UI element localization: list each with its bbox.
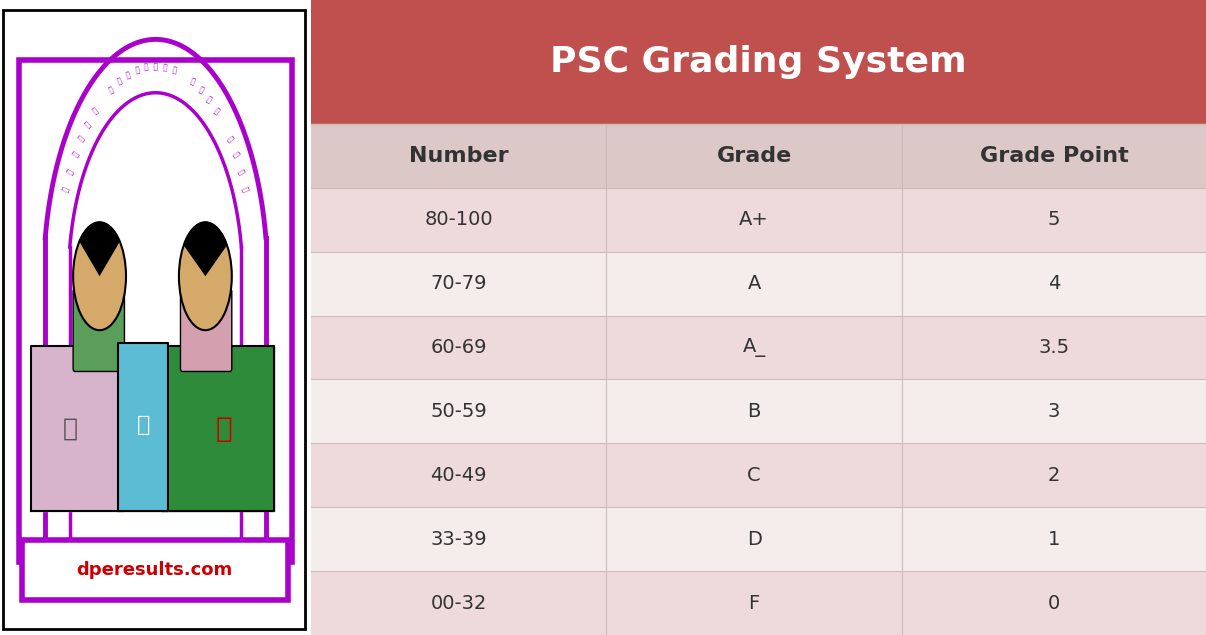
Bar <box>311 0 1206 124</box>
Text: 70-79: 70-79 <box>431 274 487 293</box>
Text: ্: ্ <box>197 83 205 93</box>
Bar <box>311 124 1206 188</box>
Text: 4: 4 <box>1048 274 1060 293</box>
Text: য: য <box>189 75 197 85</box>
Bar <box>311 380 1206 443</box>
Bar <box>311 188 1206 251</box>
Text: ্: ্ <box>70 149 80 158</box>
Text: 1: 1 <box>1048 530 1060 549</box>
Bar <box>311 443 1206 507</box>
Text: ন: ন <box>153 60 158 69</box>
Bar <box>311 251 1206 316</box>
Text: স: স <box>241 185 251 192</box>
Text: Grade Point: Grade Point <box>979 146 1129 166</box>
Text: 00-32: 00-32 <box>431 594 487 613</box>
FancyBboxPatch shape <box>18 60 293 562</box>
Text: ১: ১ <box>216 415 233 443</box>
Text: 2: 2 <box>1048 465 1060 485</box>
Text: ক: ক <box>75 133 86 142</box>
Text: A: A <box>748 274 761 293</box>
Bar <box>311 507 1206 571</box>
Text: PSC Grading System: PSC Grading System <box>550 45 967 79</box>
Bar <box>311 316 1206 380</box>
Circle shape <box>74 222 125 330</box>
Text: A_: A_ <box>743 338 766 357</box>
Text: ্: ্ <box>124 69 131 78</box>
Circle shape <box>178 222 232 330</box>
FancyBboxPatch shape <box>22 540 288 600</box>
Text: ক: ক <box>63 417 77 441</box>
Text: 0: 0 <box>1048 594 1060 613</box>
Text: ত: ত <box>106 83 115 93</box>
Wedge shape <box>80 222 121 276</box>
FancyBboxPatch shape <box>74 289 124 371</box>
Text: 60-69: 60-69 <box>431 338 487 357</box>
Text: া: া <box>60 185 70 192</box>
Text: 80-100: 80-100 <box>425 210 493 229</box>
Text: া: া <box>163 61 168 70</box>
Text: ি: ি <box>82 118 92 128</box>
Text: 5: 5 <box>1048 210 1060 229</box>
Polygon shape <box>31 346 124 511</box>
Text: 33-39: 33-39 <box>431 530 487 549</box>
Text: D: D <box>747 530 761 549</box>
Text: Number: Number <box>409 146 509 166</box>
Text: 3: 3 <box>1048 402 1060 421</box>
Text: Grade: Grade <box>716 146 791 166</box>
Polygon shape <box>118 343 168 511</box>
Text: B: B <box>748 402 761 421</box>
Bar <box>311 571 1206 635</box>
Text: dperesults.com: dperesults.com <box>76 561 232 579</box>
Text: 3.5: 3.5 <box>1038 338 1070 357</box>
Text: ম: ম <box>134 64 140 74</box>
Text: ষ: ষ <box>64 166 75 175</box>
Text: স: স <box>144 61 148 70</box>
Text: 40-49: 40-49 <box>431 465 487 485</box>
Text: C: C <box>748 465 761 485</box>
Text: ব: ব <box>236 166 247 175</box>
Text: জ: জ <box>212 105 222 115</box>
Text: ম: ম <box>171 64 177 74</box>
Text: 50-59: 50-59 <box>431 402 487 421</box>
FancyBboxPatch shape <box>181 289 232 371</box>
Text: ম: ম <box>115 75 122 85</box>
Text: ন: ন <box>205 93 213 104</box>
Text: া: া <box>232 149 241 158</box>
Wedge shape <box>183 222 227 276</box>
Text: শ: শ <box>89 105 99 115</box>
Text: অ: অ <box>136 415 150 436</box>
Text: র: র <box>226 133 236 142</box>
Text: F: F <box>749 594 760 613</box>
Text: A+: A+ <box>739 210 769 229</box>
Polygon shape <box>162 346 274 511</box>
